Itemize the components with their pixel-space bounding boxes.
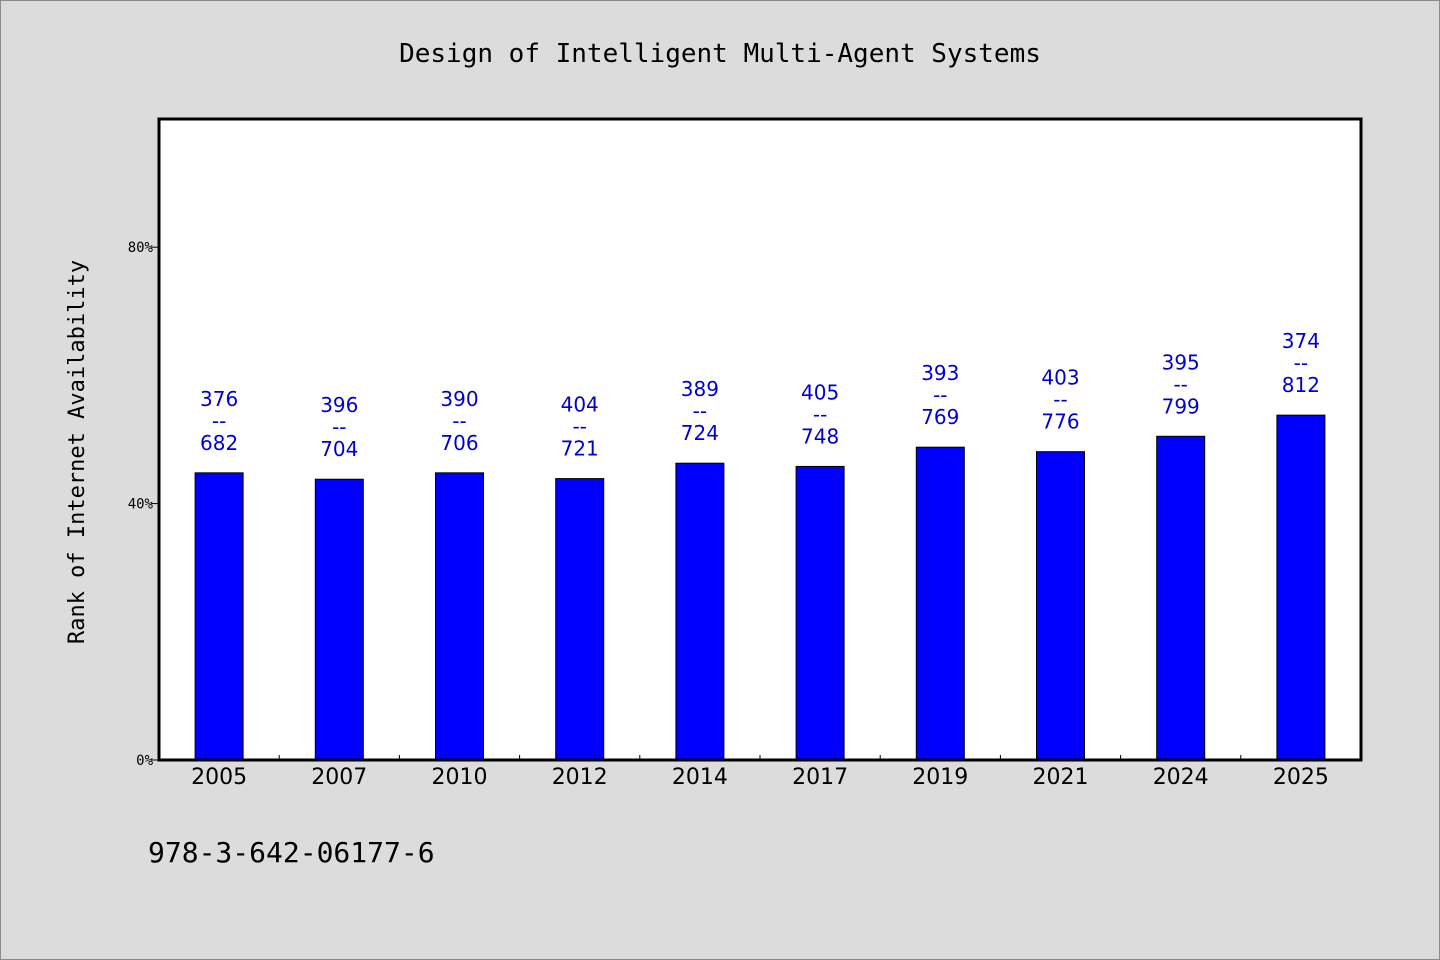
data-label-bottom-2010: 706 (440, 431, 478, 455)
bar-2005 (194, 472, 244, 761)
x-tick-label-2019: 2019 (912, 765, 968, 790)
data-label-top-2012: 404 (561, 393, 599, 417)
bar-2014 (675, 462, 725, 761)
y-tick-label: 40% (128, 497, 154, 513)
bar-2025 (1276, 414, 1326, 761)
chart-title: Design of Intelligent Multi-Agent System… (399, 39, 1041, 69)
data-label-top-2024: 395 (1162, 350, 1200, 374)
bar-2010 (435, 472, 484, 761)
y-tick-label: 0% (136, 753, 153, 769)
bar-2024 (1156, 435, 1206, 761)
data-label-mid-2012: -- (572, 415, 586, 439)
data-labels-layer: 376--682396--704390--706404--721389--724… (200, 329, 1320, 461)
data-label-bottom-2012: 721 (561, 437, 599, 461)
data-label-bottom-2014: 724 (681, 421, 719, 445)
x-tick-label-2005: 2005 (191, 765, 247, 790)
data-label-bottom-2025: 812 (1282, 373, 1320, 397)
footer-isbn: 978-3-642-06177-6 (148, 836, 435, 869)
data-label-bottom-2017: 748 (801, 424, 839, 448)
data-label-top-2017: 405 (801, 380, 839, 404)
data-label-top-2025: 374 (1282, 329, 1320, 353)
data-label-bottom-2024: 799 (1162, 394, 1200, 418)
data-label-mid-2017: -- (813, 402, 827, 426)
axes-layer: 2005 2007 2010 2012 2014 2017 2019 2021 2024 2025… (128, 240, 1329, 790)
bar-2021 (1036, 451, 1085, 761)
data-label-mid-2010: -- (452, 409, 466, 433)
data-label-mid-2021: -- (1053, 388, 1067, 412)
x-tick-label-2017: 2017 (792, 765, 848, 790)
data-label-bottom-2019: 769 (921, 405, 959, 429)
x-tick-label-2025: 2025 (1273, 765, 1329, 790)
bar-2007 (314, 478, 364, 761)
data-label-top-2010: 390 (440, 387, 478, 411)
data-label-mid-2025: -- (1294, 351, 1308, 375)
data-label-mid-2024: -- (1173, 372, 1187, 396)
x-tick-label-2007: 2007 (311, 765, 367, 790)
x-tick-label-2021: 2021 (1033, 765, 1089, 790)
data-label-top-2021: 403 (1041, 366, 1079, 390)
x-tick-label-2014: 2014 (672, 765, 728, 790)
data-label-bottom-2005: 682 (200, 431, 238, 455)
x-tick-label-2010: 2010 (432, 765, 488, 790)
y-tick-label: 80% (128, 240, 154, 256)
data-label-mid-2014: -- (693, 399, 707, 423)
data-label-top-2005: 376 (200, 387, 238, 411)
data-label-mid-2007: -- (332, 415, 346, 439)
plot-border (157, 117, 1363, 762)
bar-2019 (915, 446, 965, 761)
data-label-bottom-2021: 776 (1041, 410, 1079, 434)
data-label-top-2007: 396 (320, 393, 358, 417)
bar-2012 (555, 478, 605, 761)
data-label-top-2014: 389 (681, 377, 719, 401)
bars-layer (194, 414, 1326, 761)
y-axis-label: Rank of Internet Availability (65, 260, 90, 644)
data-label-mid-2019: -- (933, 383, 947, 407)
data-label-mid-2005: -- (212, 409, 226, 433)
x-tick-label-2012: 2012 (552, 765, 608, 790)
data-label-bottom-2007: 704 (320, 437, 358, 461)
x-tick-label-2024: 2024 (1153, 765, 1209, 790)
bar-2017 (795, 465, 845, 761)
data-label-top-2019: 393 (921, 361, 959, 385)
